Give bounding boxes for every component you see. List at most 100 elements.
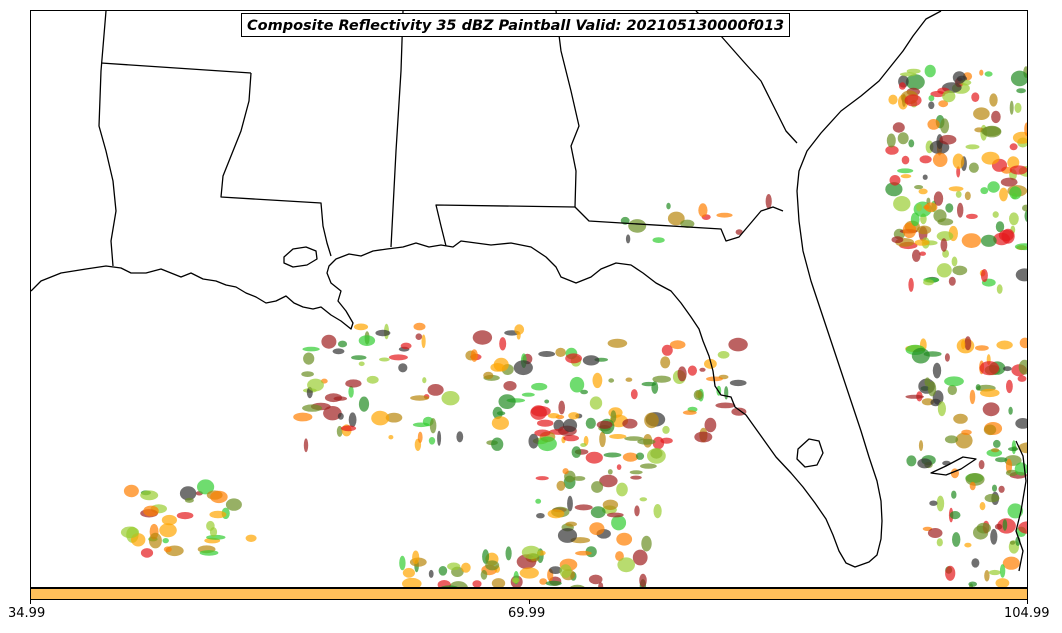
reflectivity-blob: [428, 569, 434, 578]
reflectivity-blob: [159, 523, 177, 538]
reflectivity-blob: [606, 512, 624, 518]
colorbar-label-min: 34.99: [8, 606, 46, 621]
reflectivity-blob: [973, 107, 990, 120]
reflectivity-blob: [1024, 122, 1027, 136]
reflectivity-blob: [303, 438, 309, 453]
reflectivity-blob: [563, 418, 578, 432]
reflectivity-blob: [992, 484, 997, 492]
reflectivity-blob: [948, 186, 964, 192]
reflectivity-blob: [669, 340, 686, 350]
reflectivity-blob: [731, 407, 747, 416]
reflectivity-blob: [528, 433, 539, 449]
reflectivity-blob: [1008, 406, 1013, 415]
reflectivity-blob: [398, 363, 408, 373]
reflectivity-blob: [987, 181, 1000, 193]
reflectivity-blob: [991, 448, 1000, 453]
reflectivity-blob: [930, 90, 946, 98]
reflectivity-blob: [570, 584, 585, 587]
reflectivity-blob: [995, 457, 1008, 463]
reflectivity-blob: [1000, 177, 1018, 187]
reflectivity-blob: [942, 460, 951, 466]
reflectivity-blob: [148, 532, 162, 549]
reflectivity-blob: [897, 168, 914, 174]
reflectivity-blob: [440, 585, 458, 587]
reflectivity-blob: [893, 196, 911, 212]
reflectivity-blob: [891, 236, 904, 244]
reflectivity-blob: [984, 493, 1000, 503]
reflectivity-blob: [980, 388, 1000, 398]
reflectivity-blob: [892, 122, 905, 133]
reflectivity-blob: [176, 512, 194, 520]
reflectivity-blob: [412, 422, 430, 428]
reflectivity-blob: [505, 546, 512, 561]
reflectivity-blob: [716, 212, 733, 218]
reflectivity-blob: [906, 455, 917, 467]
map-panel[interactable]: [30, 10, 1028, 588]
reflectivity-blob: [1016, 88, 1026, 94]
reflectivity-blob: [948, 276, 956, 286]
reflectivity-blob: [493, 357, 509, 372]
reflectivity-blob: [936, 538, 943, 547]
reflectivity-blob: [375, 329, 391, 337]
reflectivity-blob: [534, 429, 551, 437]
reflectivity-blob: [547, 413, 560, 419]
lake-pontchartrain: [283, 246, 318, 268]
reflectivity-blob: [470, 349, 478, 362]
reflectivity-blob: [483, 371, 494, 380]
reflectivity-blob: [979, 69, 984, 76]
reflectivity-blob: [358, 361, 365, 367]
reflectivity-blob: [428, 437, 436, 445]
reflectivity-blob: [544, 399, 550, 404]
reflectivity-blob: [951, 256, 958, 267]
reflectivity-blob: [966, 213, 978, 219]
reflectivity-blob: [140, 490, 159, 501]
reflectivity-blob: [438, 566, 448, 576]
reflectivity-blob: [992, 211, 999, 218]
reflectivity-blob: [1009, 540, 1016, 545]
reflectivity-blob: [930, 398, 941, 407]
reflectivity-blob: [575, 550, 592, 556]
reflectivity-blob: [1018, 521, 1027, 534]
reflectivity-blob: [535, 498, 542, 504]
reflectivity-blob: [1015, 418, 1027, 429]
reflectivity-blob: [348, 385, 354, 398]
reflectivity-blob: [687, 365, 698, 376]
reflectivity-blob: [975, 345, 989, 351]
reflectivity-blob: [990, 528, 998, 545]
reflectivity-blob: [682, 410, 697, 415]
reflectivity-blob: [927, 119, 940, 130]
reflectivity-blob: [602, 499, 619, 510]
reflectivity-blob: [944, 435, 959, 444]
reflectivity-blob: [971, 558, 980, 568]
reflectivity-blob: [911, 347, 930, 364]
reflectivity-blob: [641, 381, 656, 387]
reflectivity-blob: [140, 548, 154, 558]
reflectivity-blob: [616, 464, 622, 470]
reflectivity-blob: [905, 74, 925, 90]
reflectivity-blob: [413, 322, 426, 331]
reflectivity-blob: [348, 412, 357, 428]
florida-keys: [930, 456, 977, 476]
reflectivity-blob: [908, 139, 915, 148]
reflectivity-blob: [1009, 143, 1018, 151]
reflectivity-blob: [971, 92, 980, 102]
reflectivity-blob: [503, 381, 517, 391]
reflectivity-blob: [589, 522, 605, 536]
reflectivity-blob: [989, 93, 998, 107]
reflectivity-blob: [991, 110, 1001, 124]
reflectivity-blob: [888, 94, 898, 105]
reflectivity-blob: [480, 569, 488, 580]
reflectivity-blob: [611, 515, 627, 531]
reflectivity-blob: [905, 394, 924, 399]
reflectivity-blob: [400, 342, 412, 350]
colorbar-tick-max: [1027, 600, 1028, 604]
reflectivity-blob: [918, 440, 924, 452]
ga-fl-border: [574, 206, 784, 242]
reflectivity-blob: [955, 190, 962, 198]
reflectivity-blob: [998, 485, 1005, 493]
reflectivity-blob: [422, 377, 427, 384]
reflectivity-blob: [927, 528, 943, 538]
reflectivity-blob: [937, 401, 947, 417]
reflectivity-blob: [951, 490, 957, 499]
reflectivity-blob: [680, 219, 695, 228]
